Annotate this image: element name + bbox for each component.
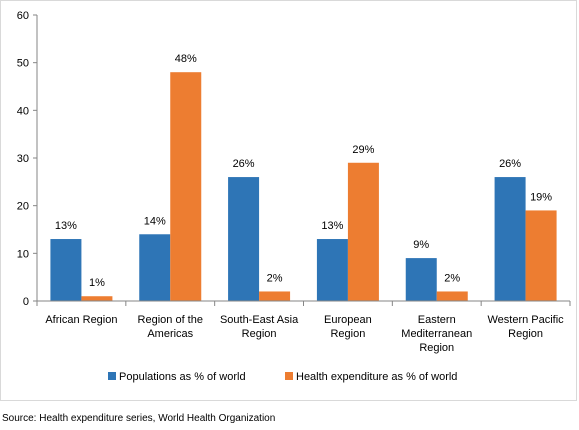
population-bar (405, 258, 437, 301)
category-label-line: African Region (45, 314, 117, 326)
population-data-label: 9% (413, 239, 429, 251)
expenditure-bar (259, 291, 291, 301)
legend-label-population: Populations as % of world (119, 371, 246, 383)
category-label-line: Americas (147, 328, 193, 340)
bar-chart: 0 10 20 30 40 50 60 13% 1% African Region 14% 48% Re… (17, 10, 571, 383)
population-data-label: 14% (144, 215, 166, 227)
expenditure-bar (436, 291, 468, 301)
category-label: Western Pacific Region (487, 314, 564, 340)
legend-label-expenditure: Health expenditure as % of world (296, 371, 457, 383)
category-label-line: South-East Asia (220, 314, 299, 326)
expenditure-data-label: 19% (530, 191, 552, 203)
population-data-label: 26% (233, 158, 255, 170)
population-data-label: 26% (499, 158, 521, 170)
population-bar (494, 177, 526, 301)
expenditure-bar (170, 72, 202, 301)
population-data-label: 13% (55, 220, 77, 232)
population-bar (316, 239, 348, 301)
category-label-line: European (324, 314, 372, 326)
category-label-line: Western Pacific (487, 314, 564, 326)
expenditure-data-label: 2% (267, 272, 283, 284)
category-label: European Region (324, 314, 372, 340)
expenditure-bar (347, 162, 379, 301)
expenditure-bar (81, 296, 113, 301)
category-label-line: Region (419, 342, 454, 354)
category-label: Eastern Mediterranean Region (401, 314, 472, 354)
expenditure-bar (525, 210, 557, 301)
population-bar (228, 177, 260, 301)
population-bar (139, 234, 171, 301)
y-tick-label: 60 (17, 10, 29, 22)
expenditure-data-label: 2% (444, 272, 460, 284)
y-tick-label: 0 (23, 296, 29, 308)
expenditure-data-label: 29% (352, 144, 374, 156)
expenditure-data-label: 48% (175, 53, 197, 65)
category-label-line: Region of the (138, 314, 203, 326)
expenditure-data-label: 1% (89, 277, 105, 289)
y-tick-label: 30 (17, 153, 29, 165)
category-label: South-East Asia Region (220, 314, 299, 340)
category-label: African Region (45, 314, 117, 326)
legend-swatch-population (108, 372, 116, 380)
category-label-line: Mediterranean (401, 328, 472, 340)
category-label-line: Region (508, 328, 543, 340)
chart-frame (0, 0, 577, 401)
population-bar (50, 239, 82, 301)
category-label-line: Region (242, 328, 277, 340)
category-label: Region of the Americas (138, 314, 203, 340)
legend-swatch-expenditure (285, 372, 293, 380)
population-data-label: 13% (321, 220, 343, 232)
category-label-line: Eastern (418, 314, 456, 326)
y-tick-label: 20 (17, 201, 29, 213)
source-note: Source: Health expenditure series, World… (2, 413, 276, 424)
y-tick-label: 50 (17, 58, 29, 70)
category-label-line: Region (330, 328, 365, 340)
y-tick-label: 40 (17, 105, 29, 117)
y-tick-label: 10 (17, 248, 29, 260)
